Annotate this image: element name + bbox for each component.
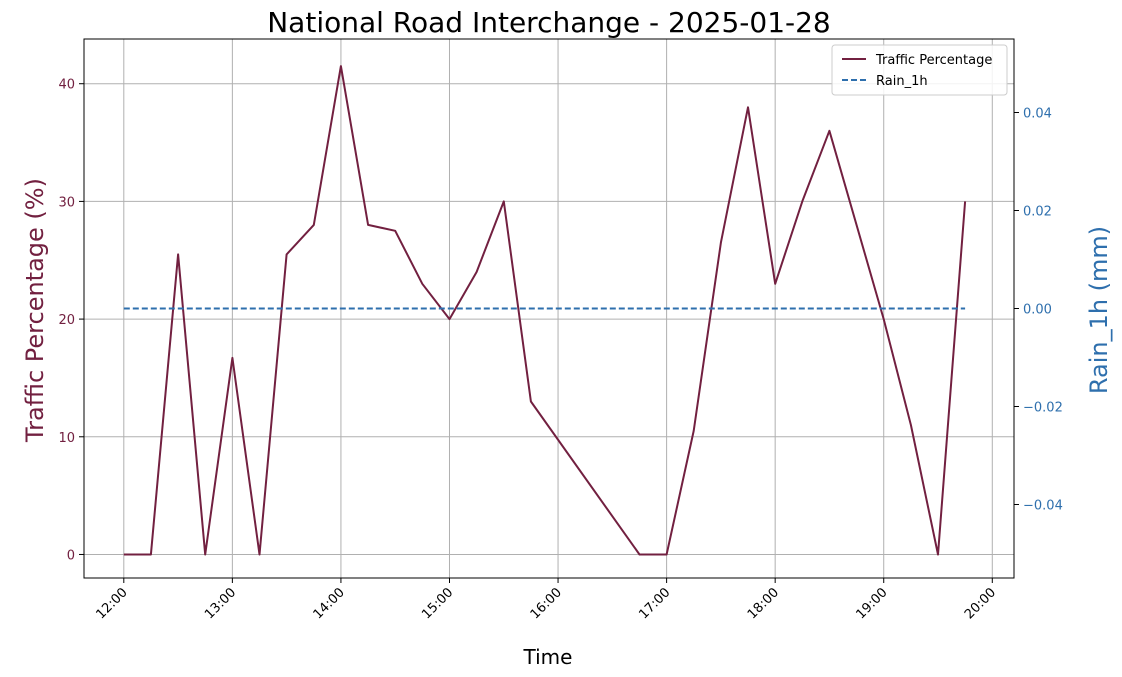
x-tick-label: 12:00 [94, 585, 131, 622]
legend-label-rain: Rain_1h [876, 74, 928, 89]
x-tick-label: 20:00 [962, 585, 999, 622]
series-line-traffic [123, 65, 967, 556]
x-tick-label: 14:00 [311, 585, 348, 622]
y2-tick-label: 0.02 [1023, 205, 1052, 220]
y2-axis-label: Rain_1h (mm) [1085, 226, 1113, 394]
y-axis-label: Traffic Percentage (%) [21, 178, 49, 443]
legend-label-traffic: Traffic Percentage [875, 53, 992, 68]
x-tick-label: 16:00 [528, 585, 565, 622]
y-tick-label: 30 [58, 195, 75, 210]
x-tick-label: 13:00 [202, 585, 239, 622]
y-tick-label: 40 [58, 78, 75, 93]
legend-box [831, 44, 1008, 96]
plot-frame [83, 38, 1015, 579]
y2-tick-label: −0.04 [1023, 499, 1063, 514]
x-tick-label: 19:00 [853, 585, 890, 622]
x-tick-label: 15:00 [419, 585, 456, 622]
legend: Traffic Percentage Rain_1h [831, 44, 1008, 96]
x-axis-label: Time [523, 645, 573, 669]
x-tick-label: 18:00 [745, 585, 782, 622]
series-group [123, 65, 967, 556]
y-tick-label: 10 [58, 431, 75, 446]
y2-tick-label: 0.04 [1023, 107, 1052, 122]
axes: 12:00 13:00 14:00 15:00 16:00 17:00 18:00 19:00… [58, 38, 1063, 622]
y2-tick-label: −0.02 [1023, 401, 1063, 416]
y-tick-label: 0 [67, 548, 75, 563]
chart-title: National Road Interchange - 2025-01-28 [267, 6, 831, 39]
y2-tick-label: 0.00 [1023, 303, 1052, 318]
x-tick-label: 17:00 [636, 585, 673, 622]
y-tick-label: 20 [58, 313, 75, 328]
